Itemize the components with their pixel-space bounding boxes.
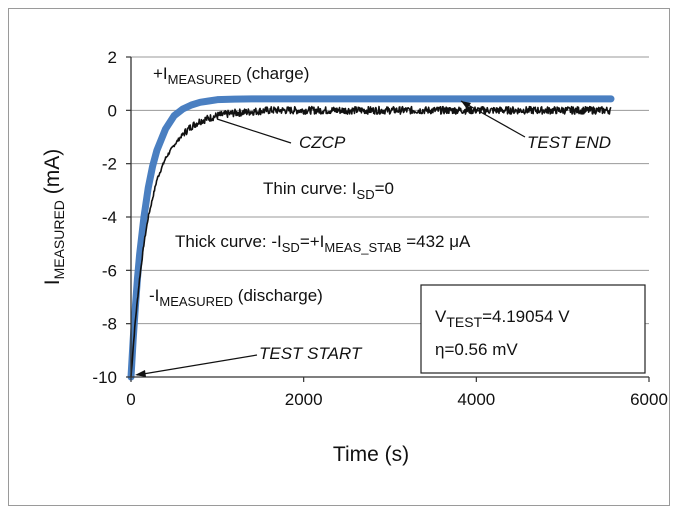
- series-layer: [127, 95, 615, 381]
- test-start-arrow: [136, 354, 258, 376]
- czcp-arrow: [216, 118, 292, 144]
- thick-curve-note: Thick curve: -ISD=+IMEAS_STAB =432 μA: [175, 232, 471, 255]
- test-end-arrow: [460, 100, 526, 138]
- czcp-annotation: CZCP: [299, 133, 346, 152]
- tick-layer: 2 0 -2 -4 -6 -8 -10 0 2000 4000 6000: [92, 48, 667, 409]
- thin-curve-note: Thin curve: ISD=0: [263, 179, 394, 202]
- y-tick-label: -10: [92, 368, 117, 387]
- info-box: [420, 284, 646, 374]
- series-line-thin: [130, 105, 612, 378]
- charge-annotation: +IMEASURED (charge): [153, 64, 309, 87]
- y-tick-label: 0: [108, 101, 117, 120]
- x-tick-label: 2000: [285, 390, 323, 409]
- test-start-annotation: TEST START: [259, 344, 363, 363]
- discharge-annotation: -IMEASURED (discharge): [149, 286, 323, 309]
- info-box-voltage: VTEST=4.19054 V: [435, 307, 570, 330]
- y-tick-label: -8: [102, 315, 117, 334]
- y-tick-label: -4: [102, 208, 117, 227]
- test-end-annotation: TEST END: [527, 133, 611, 152]
- info-box-eta: η=0.56 mV: [435, 340, 518, 359]
- chart-svg: 2 0 -2 -4 -6 -8 -10 0 2000 4000 6000 Time (s) IMEA…: [41, 48, 668, 466]
- y-tick-label: -2: [102, 155, 117, 174]
- series-line-thick: [127, 95, 615, 381]
- x-tick-label: 4000: [457, 390, 495, 409]
- y-axis-title: IMEASURED (mA): [41, 149, 67, 286]
- test-start-arrowhead: [135, 370, 146, 377]
- test-end-arrowhead: [461, 101, 471, 109]
- y-tick-label: 2: [108, 48, 117, 67]
- x-axis-title: Time (s): [333, 443, 409, 466]
- x-tick-label: 0: [126, 390, 135, 409]
- y-tick-label: -6: [102, 261, 117, 280]
- x-tick-label: 6000: [630, 390, 668, 409]
- chart-frame: 2 0 -2 -4 -6 -8 -10 0 2000 4000 6000 Time (s) IMEA…: [8, 8, 670, 506]
